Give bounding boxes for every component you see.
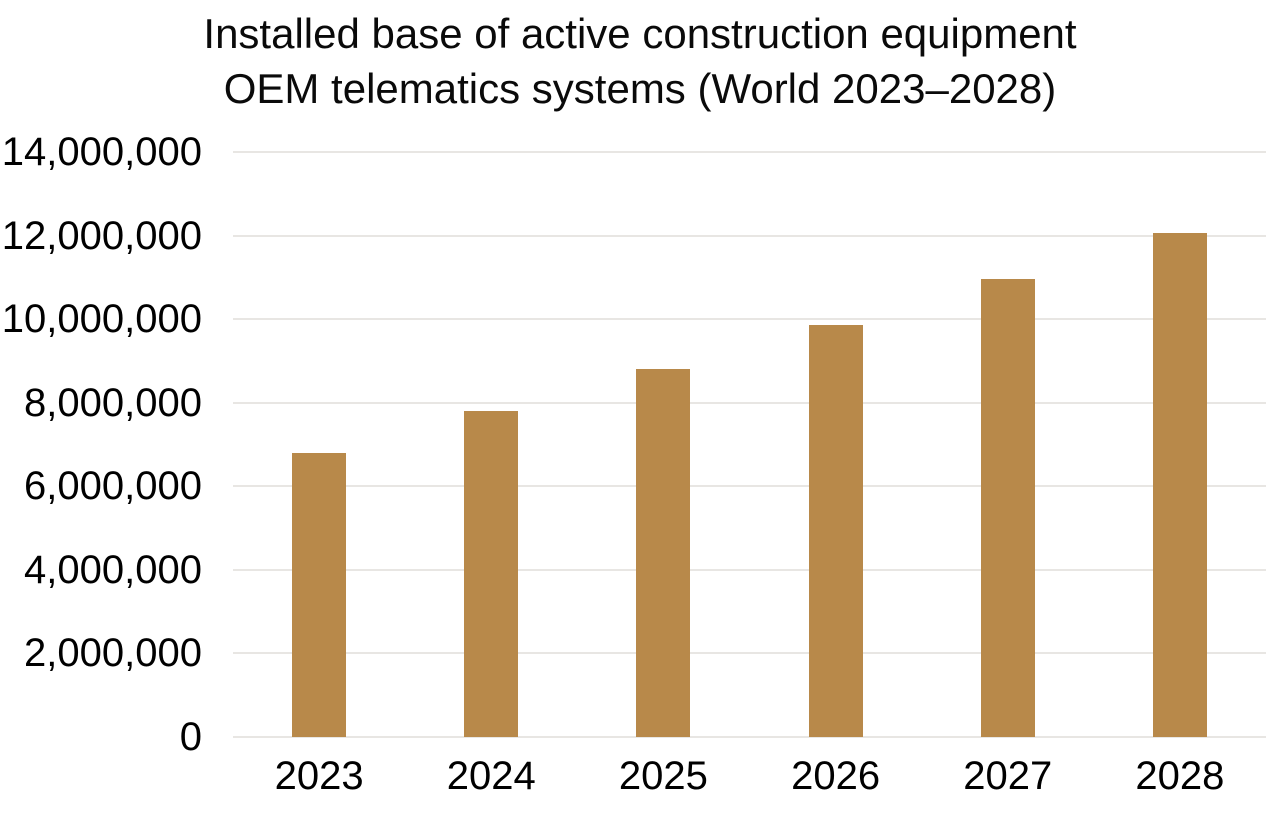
x-tick-label-2028: 2028 bbox=[1135, 754, 1225, 798]
gridline-2000000 bbox=[233, 652, 1266, 655]
gridline-0 bbox=[233, 736, 1266, 738]
gridline-12000000 bbox=[233, 234, 1266, 237]
y-tick-label-14000000: 14,000,000 bbox=[1, 130, 202, 174]
bar-2023 bbox=[292, 452, 347, 737]
y-tick-label-8000000: 8,000,000 bbox=[24, 380, 202, 425]
chart-title-line-2: OEM telematics systems (World 2023–2028) bbox=[223, 65, 1057, 112]
bar-2025 bbox=[636, 369, 691, 737]
x-tick-label-2025: 2025 bbox=[618, 754, 708, 798]
chart-title: Installed base of active construction eq… bbox=[0, 6, 1280, 116]
bar-2028 bbox=[1152, 233, 1207, 737]
bar-2027 bbox=[980, 279, 1035, 737]
gridline-8000000 bbox=[233, 401, 1266, 404]
y-tick-label-4000000: 4,000,000 bbox=[24, 547, 202, 592]
y-tick-label-2000000: 2,000,000 bbox=[24, 631, 202, 676]
plot-area bbox=[233, 151, 1266, 738]
bar-2024 bbox=[464, 411, 519, 737]
gridline-10000000 bbox=[233, 318, 1266, 321]
chart-title-line-1: Installed base of active construction eq… bbox=[203, 10, 1077, 57]
x-tick-label-2027: 2027 bbox=[963, 754, 1053, 798]
gridline-6000000 bbox=[233, 485, 1266, 488]
gridline-4000000 bbox=[233, 568, 1266, 571]
y-tick-label-10000000: 10,000,000 bbox=[1, 297, 202, 342]
y-tick-label-6000000: 6,000,000 bbox=[24, 464, 202, 509]
x-tick-label-2023: 2023 bbox=[274, 754, 364, 798]
bar-2026 bbox=[808, 325, 863, 737]
y-tick-label-0: 0 bbox=[179, 715, 202, 759]
y-tick-label-12000000: 12,000,000 bbox=[1, 213, 202, 258]
x-tick-label-2026: 2026 bbox=[791, 754, 881, 798]
x-tick-label-2024: 2024 bbox=[446, 754, 536, 798]
gridline-14000000 bbox=[233, 151, 1266, 153]
